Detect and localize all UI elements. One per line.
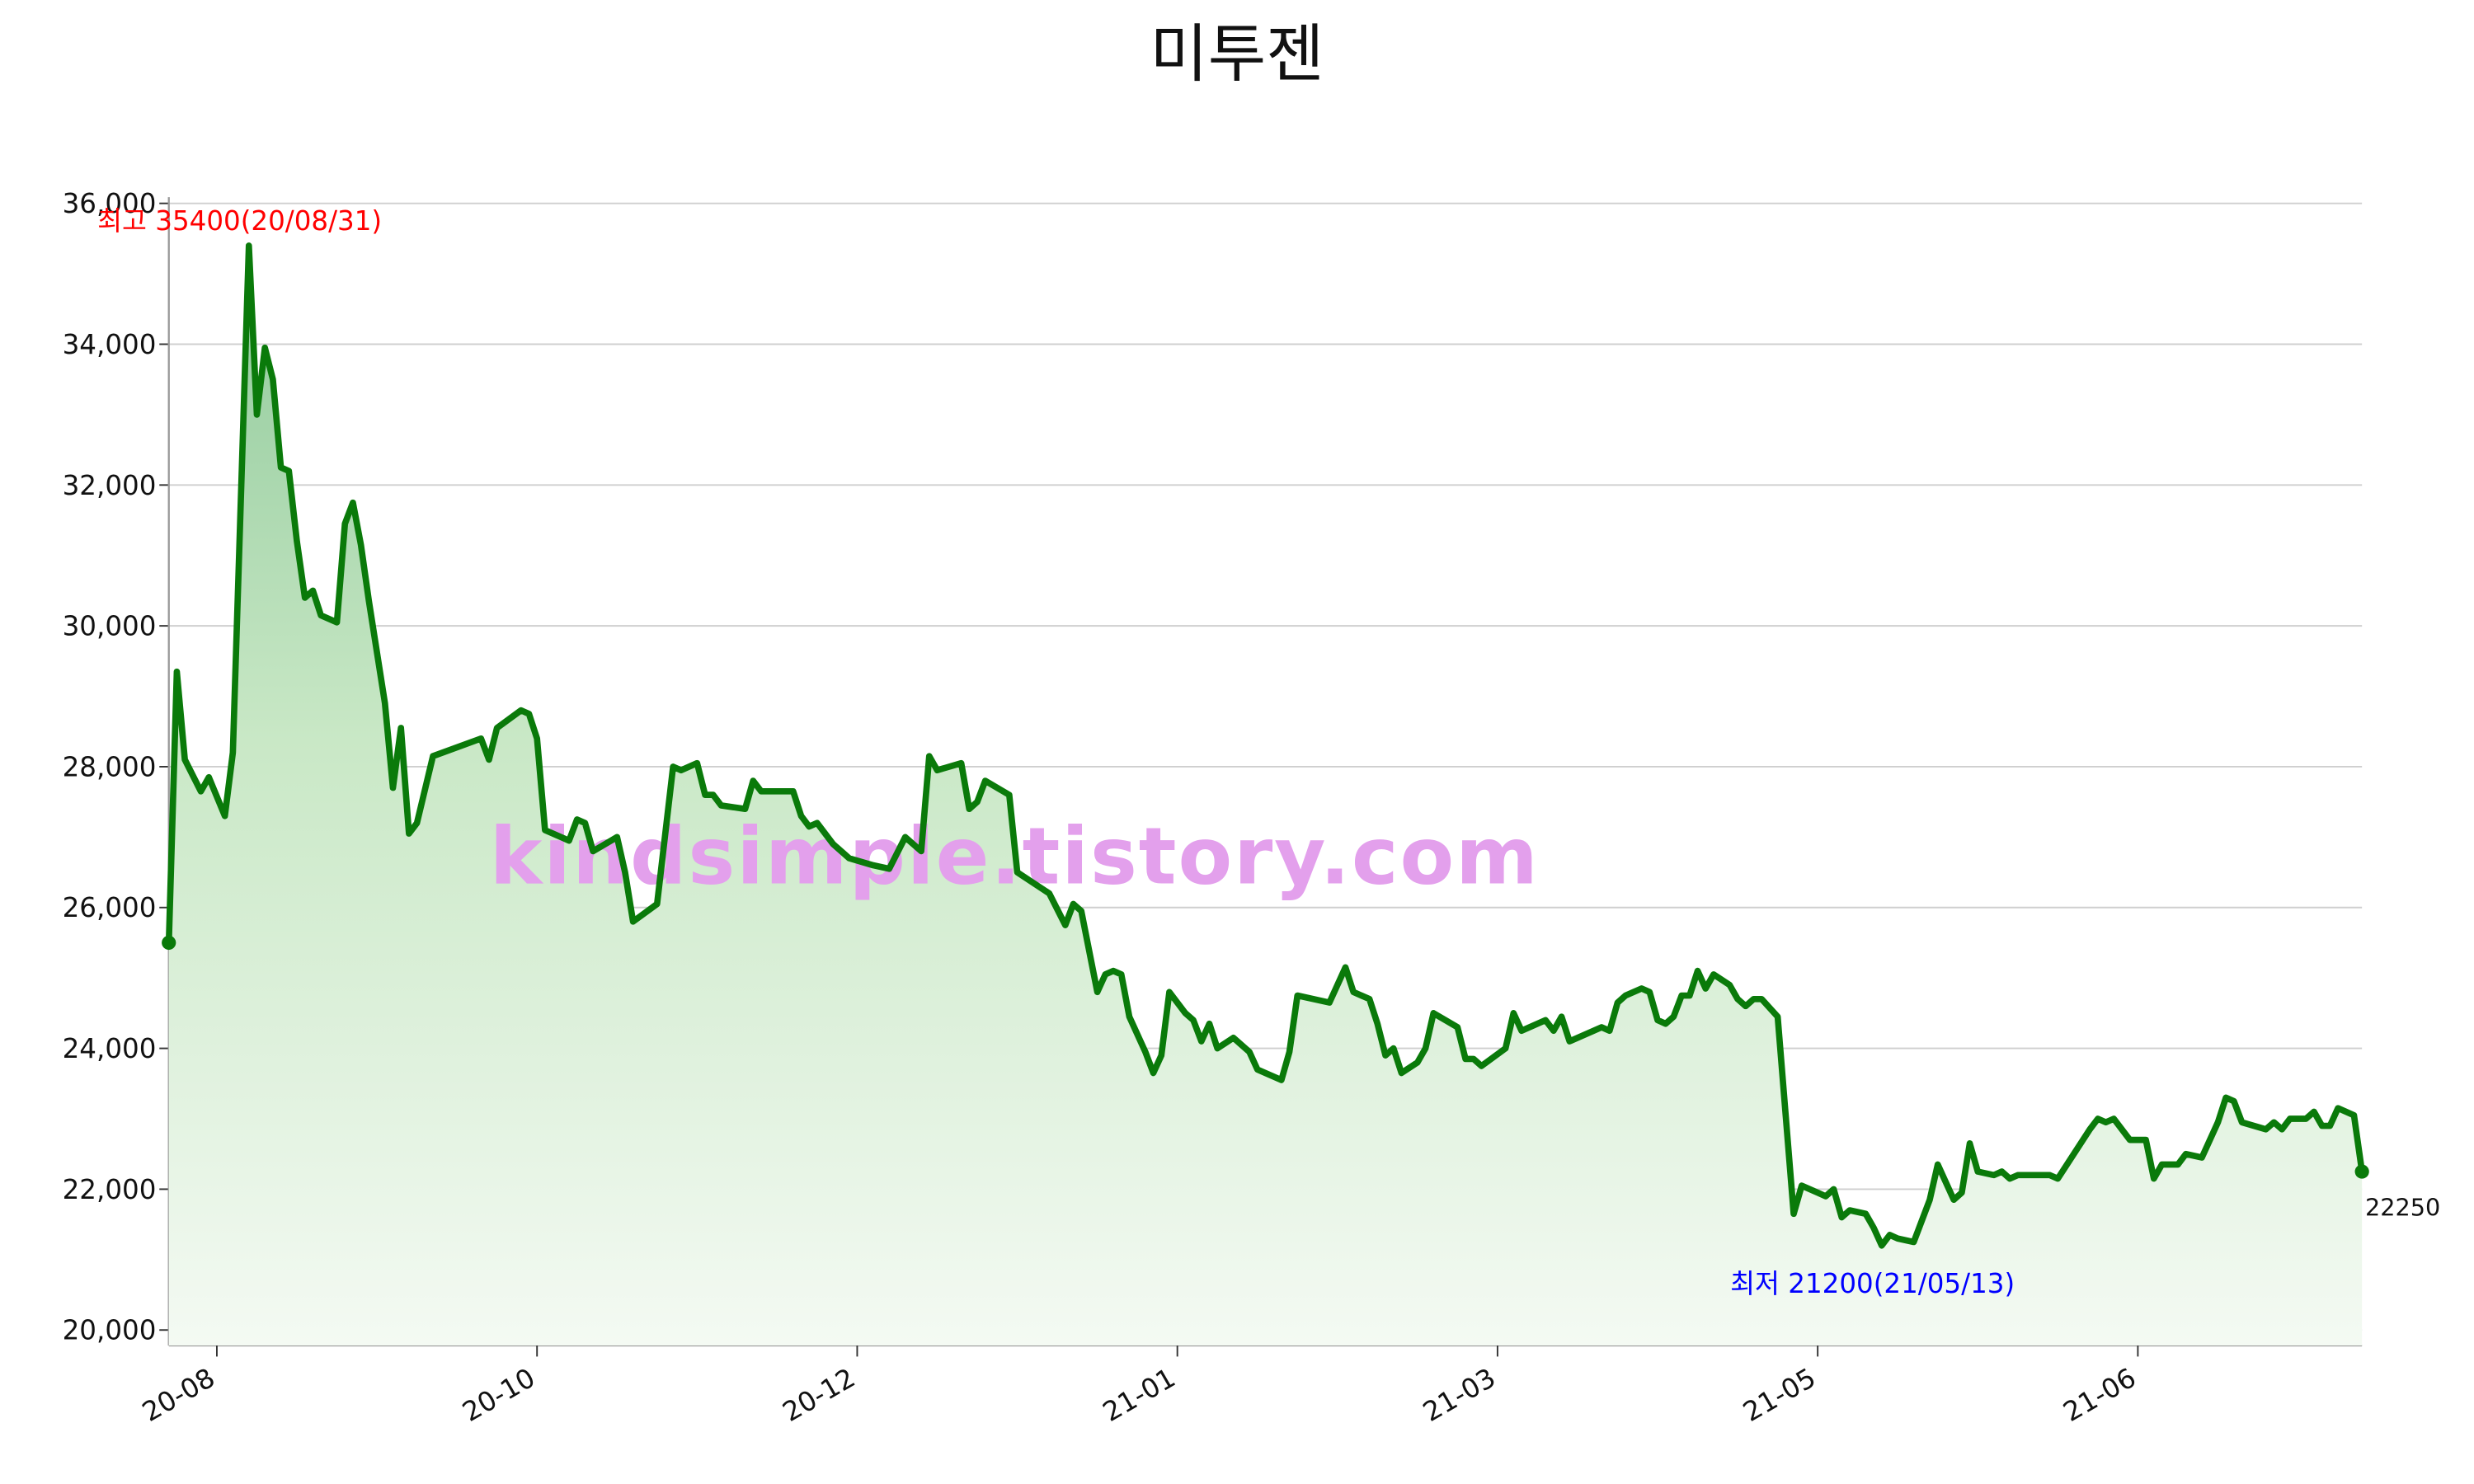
x-tick-label: 20-12 bbox=[778, 1362, 861, 1428]
x-tick-label: 21-01 bbox=[1098, 1362, 1181, 1428]
y-tick-label: 20,000 bbox=[63, 1315, 157, 1346]
line bbox=[165, 242, 2365, 1249]
area-fill bbox=[168, 245, 2363, 1346]
y-tick-label: 30,000 bbox=[63, 611, 157, 642]
chart-title: 미투젠 bbox=[1150, 18, 1324, 92]
end-point bbox=[2354, 1164, 2369, 1179]
y-tick-label: 26,000 bbox=[63, 892, 157, 923]
y-tick-label: 22,000 bbox=[63, 1174, 157, 1205]
x-tick-label: 20-10 bbox=[457, 1362, 540, 1428]
y-tick-label: 34,000 bbox=[63, 329, 157, 360]
x-tick-label: 21-03 bbox=[1418, 1362, 1501, 1428]
y-tick-label: 36,000 bbox=[63, 188, 157, 219]
end-label: 22250 bbox=[2365, 1194, 2440, 1222]
min-annotation: 최저 21200(21/05/13) bbox=[1730, 1268, 2015, 1299]
x-tick-label: 21-06 bbox=[2058, 1362, 2142, 1428]
start-point bbox=[162, 935, 176, 951]
x-tick-label: 21-05 bbox=[1738, 1362, 1821, 1428]
max-annotation: 최고 35400(20/08/31) bbox=[97, 205, 382, 237]
y-tick-label: 28,000 bbox=[63, 751, 157, 782]
y-tick-label: 24,000 bbox=[63, 1033, 157, 1064]
x-tick-label: 20-08 bbox=[137, 1362, 220, 1428]
y-tick-label: 32,000 bbox=[63, 470, 157, 501]
